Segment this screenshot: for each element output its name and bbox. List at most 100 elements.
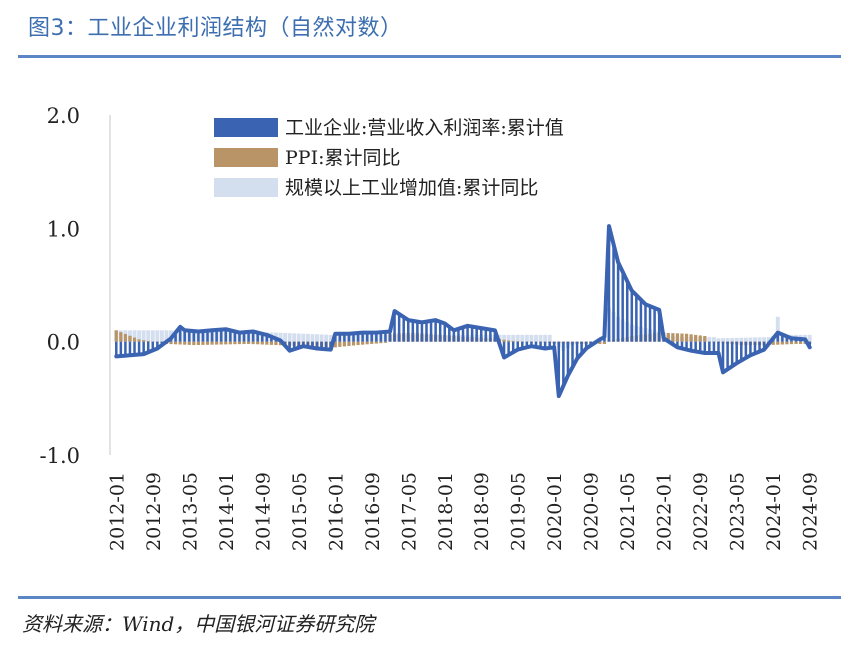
- profit-bar: [479, 328, 483, 342]
- ppi-bar: [789, 341, 794, 345]
- profit-bar: [251, 331, 255, 342]
- ppi-bar: [374, 341, 378, 344]
- profit-bar: [557, 341, 561, 397]
- bottom-rule: [18, 596, 841, 599]
- ip-bar: [543, 334, 548, 342]
- x-tick-label: 2012-01: [106, 472, 128, 551]
- ppi-bar: [338, 341, 342, 347]
- ppi-bar: [351, 341, 356, 346]
- profit-bar: [361, 332, 364, 342]
- ppi-bar: [114, 330, 118, 342]
- profit-bar: [215, 329, 218, 342]
- profit-bar: [744, 341, 748, 358]
- profit-bar: [785, 336, 789, 342]
- y-tick-label: 1.0: [47, 217, 80, 241]
- profit-bar: [730, 341, 734, 367]
- source-note: 资料来源：Wind，中国银河证券研究院: [22, 612, 375, 636]
- profit-bar: [749, 341, 752, 356]
- ip-bar: [529, 334, 534, 342]
- ip-bar: [146, 330, 151, 342]
- profit-bar: [548, 341, 551, 348]
- ppi-bar: [132, 337, 137, 342]
- ip-bar: [511, 334, 516, 342]
- ppi-bar: [178, 341, 182, 345]
- profit-bar: [616, 262, 620, 342]
- profit-bar: [142, 341, 145, 355]
- profit-bar: [625, 281, 629, 342]
- ppi-bar: [142, 340, 146, 342]
- x-tick-label: 2019-05: [508, 472, 530, 551]
- profit-bar: [311, 341, 314, 348]
- profit-bar: [343, 333, 346, 342]
- ip-bar: [319, 334, 324, 342]
- top-rule: [18, 55, 841, 58]
- ppi-bar: [260, 341, 264, 345]
- ppi-bar: [269, 341, 273, 345]
- ppi-bar: [210, 341, 214, 345]
- ppi-bar: [694, 334, 698, 342]
- ip-bar: [520, 334, 525, 342]
- ppi-bar: [183, 341, 187, 345]
- profit-bar: [776, 332, 780, 342]
- profit-bar: [511, 341, 515, 353]
- ppi-bar: [799, 341, 803, 344]
- ip-bar: [707, 337, 712, 342]
- profit-bar: [352, 333, 355, 342]
- ppi-bar: [602, 341, 607, 344]
- x-tick-label: 2015-05: [289, 472, 311, 551]
- profit-bar: [429, 320, 433, 342]
- ppi-bar: [251, 341, 255, 345]
- profit-bar: [388, 331, 392, 342]
- profit-bar: [740, 341, 743, 361]
- profit-bar: [256, 332, 259, 342]
- ppi-bar: [333, 341, 337, 348]
- profit-bar: [261, 333, 264, 342]
- profit-bar: [703, 341, 707, 353]
- ip-bar: [766, 337, 771, 342]
- profit-bar: [151, 341, 155, 351]
- ip-bar: [296, 333, 301, 342]
- ip-bar: [287, 333, 292, 342]
- profit-bar: [525, 341, 529, 348]
- x-tick-label: 2020-01: [544, 472, 566, 551]
- profit-bar: [516, 341, 519, 350]
- ip-bar: [743, 337, 748, 342]
- profit-bar: [229, 330, 232, 342]
- x-tick-label: 2012-09: [143, 472, 165, 551]
- profit-bar: [717, 341, 720, 353]
- ip-bar: [164, 330, 169, 342]
- profit-bar: [119, 341, 123, 357]
- ip-bar: [807, 334, 812, 342]
- x-tick-label: 2024-01: [763, 472, 785, 551]
- profit-bar: [571, 341, 574, 368]
- ip-bar: [711, 337, 716, 342]
- legend-swatch: [214, 148, 278, 167]
- profit-bar: [233, 331, 237, 342]
- x-tick-label: 2014-01: [216, 472, 238, 551]
- profit-bar: [128, 341, 132, 356]
- profit-bar: [580, 341, 583, 354]
- ip-bar: [305, 333, 310, 342]
- profit-bar: [315, 341, 319, 349]
- ppi-bar: [689, 334, 693, 342]
- ip-bar: [328, 334, 333, 342]
- profit-bar: [146, 341, 150, 353]
- ip-bar: [506, 334, 511, 342]
- ppi-bar: [680, 333, 684, 342]
- x-tick-label: 2021-05: [617, 472, 639, 551]
- ip-bar: [301, 333, 306, 342]
- profit-bar: [470, 326, 474, 342]
- profit-bar: [521, 341, 524, 349]
- ppi-bar: [776, 341, 780, 345]
- profit-bar: [657, 309, 661, 342]
- ppi-bar: [671, 333, 675, 342]
- ppi-bar: [502, 339, 506, 342]
- profit-bar: [375, 332, 378, 342]
- profit-bar: [630, 290, 634, 342]
- profit-bar: [201, 331, 205, 342]
- profit-bar: [639, 299, 643, 342]
- profit-bar: [530, 341, 533, 347]
- ip-bar: [547, 334, 552, 342]
- profit-bar: [562, 341, 565, 386]
- profit-bar: [347, 333, 351, 342]
